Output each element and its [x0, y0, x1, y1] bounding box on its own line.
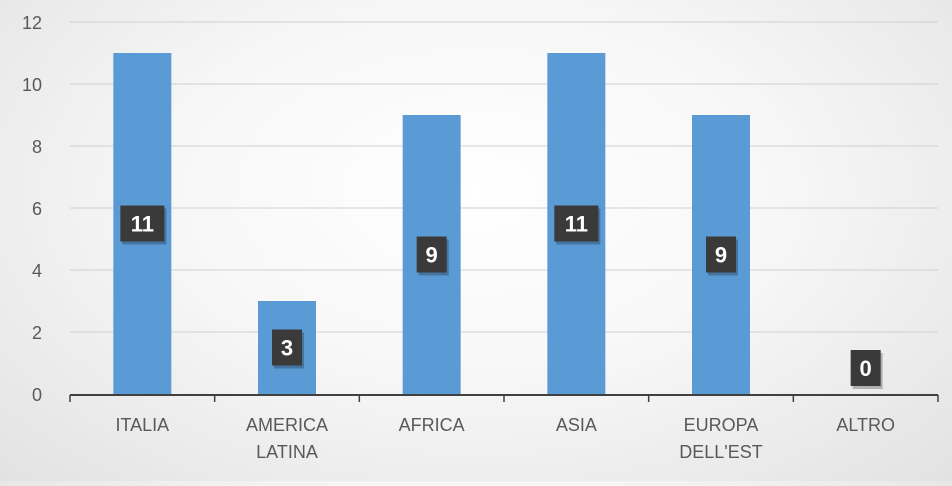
data-label-box	[120, 205, 165, 242]
data-label: 9	[416, 236, 449, 276]
x-axis	[69, 394, 939, 402]
data-label-text: 11	[565, 212, 588, 237]
y-axis-ticks: 0 2 4 6 8 10 12	[22, 13, 42, 405]
y-tick-label: 10	[22, 75, 42, 95]
data-label-box	[272, 329, 302, 366]
x-tick-label: EUROPA	[684, 415, 759, 435]
y-tick-label: 4	[32, 261, 42, 281]
bars	[113, 53, 750, 394]
data-label-text: 11	[131, 212, 154, 237]
y-tick-label: 12	[22, 13, 42, 33]
data-label-box	[706, 236, 736, 273]
data-label: 3	[272, 329, 304, 369]
data-label-text: 0	[860, 356, 872, 381]
y-tick-label: 2	[32, 323, 42, 343]
y-tick-label: 8	[32, 137, 42, 157]
data-label-text: 3	[281, 336, 293, 361]
data-label: 9	[706, 236, 738, 276]
gridlines	[70, 21, 938, 333]
data-label-box	[850, 350, 881, 386]
x-tick-label: ASIA	[556, 415, 597, 435]
data-label-text: 9	[426, 243, 438, 268]
y-tick-label: 6	[32, 199, 42, 219]
x-tick-label: AFRICA	[399, 415, 465, 435]
x-tick-label: LATINA	[256, 442, 318, 462]
x-tick-label: ALTRO	[836, 415, 895, 435]
x-tick-label: DELL'EST	[679, 442, 762, 462]
data-label: 11	[120, 205, 167, 245]
x-tick-label: ITALIA	[115, 415, 169, 435]
data-labels: 11 3 9 11 9 0	[120, 205, 883, 389]
data-label: 11	[554, 205, 601, 245]
data-label-text: 9	[715, 243, 727, 268]
x-axis-labels: ITALIA AMERICA LATINA AFRICA ASIA EUROPA DELL'…	[115, 415, 895, 462]
data-label: 0	[850, 350, 883, 389]
data-label-box	[554, 205, 599, 242]
y-tick-label: 0	[32, 385, 42, 405]
x-tick-label: AMERICA	[246, 415, 328, 435]
data-label-box	[416, 236, 447, 273]
